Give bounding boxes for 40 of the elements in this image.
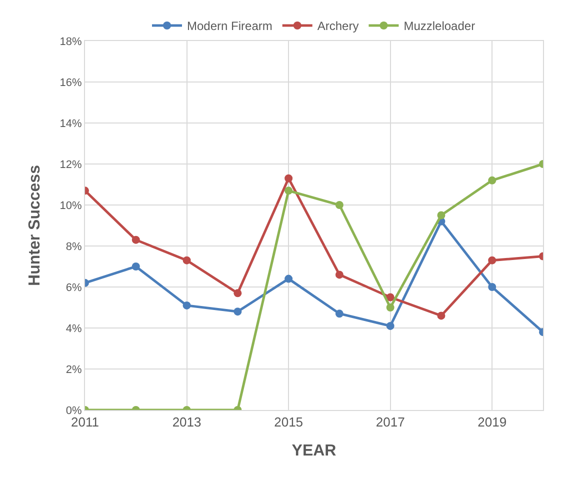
point	[284, 174, 293, 182]
y-tick-label: 6%	[66, 282, 82, 294]
point	[488, 176, 496, 184]
point	[437, 312, 446, 320]
y-axis-title: Hunter Success	[26, 164, 44, 286]
point	[234, 289, 242, 298]
point	[386, 293, 394, 302]
point	[132, 262, 140, 270]
point	[182, 301, 191, 310]
y-tick-label: 10%	[60, 200, 82, 212]
point	[132, 236, 140, 244]
y-tick-label: 14%	[60, 118, 82, 130]
y-tick-label: 18%	[60, 36, 82, 48]
legend-label: Modern Firearm	[187, 19, 272, 34]
x-axis-title: YEAR	[292, 442, 337, 460]
point	[335, 270, 344, 279]
y-tick-label: 0%	[66, 404, 82, 417]
point	[335, 310, 344, 318]
point	[335, 201, 344, 209]
x-tick-label: 2017	[376, 414, 405, 430]
point	[284, 186, 293, 195]
legend-label: Archery	[317, 19, 359, 34]
point	[386, 322, 394, 330]
x-tick-label: 2015	[274, 414, 304, 430]
x-tick-label: 2019	[478, 414, 507, 430]
point	[437, 211, 446, 220]
y-tick-label: 16%	[60, 76, 82, 89]
y-tick-label: 8%	[66, 240, 82, 253]
point	[284, 274, 293, 283]
point	[234, 308, 242, 316]
x-tick-label: 2013	[172, 414, 202, 430]
y-tick-label: 4%	[66, 322, 82, 335]
point	[182, 256, 191, 264]
point	[386, 304, 394, 312]
x-tick-label: 2011	[71, 414, 99, 430]
legend-label: Muzzleloader	[404, 19, 476, 34]
point	[488, 283, 496, 291]
y-tick-label: 2%	[66, 364, 82, 376]
y-tick-label: 12%	[60, 158, 82, 171]
point	[488, 256, 496, 264]
